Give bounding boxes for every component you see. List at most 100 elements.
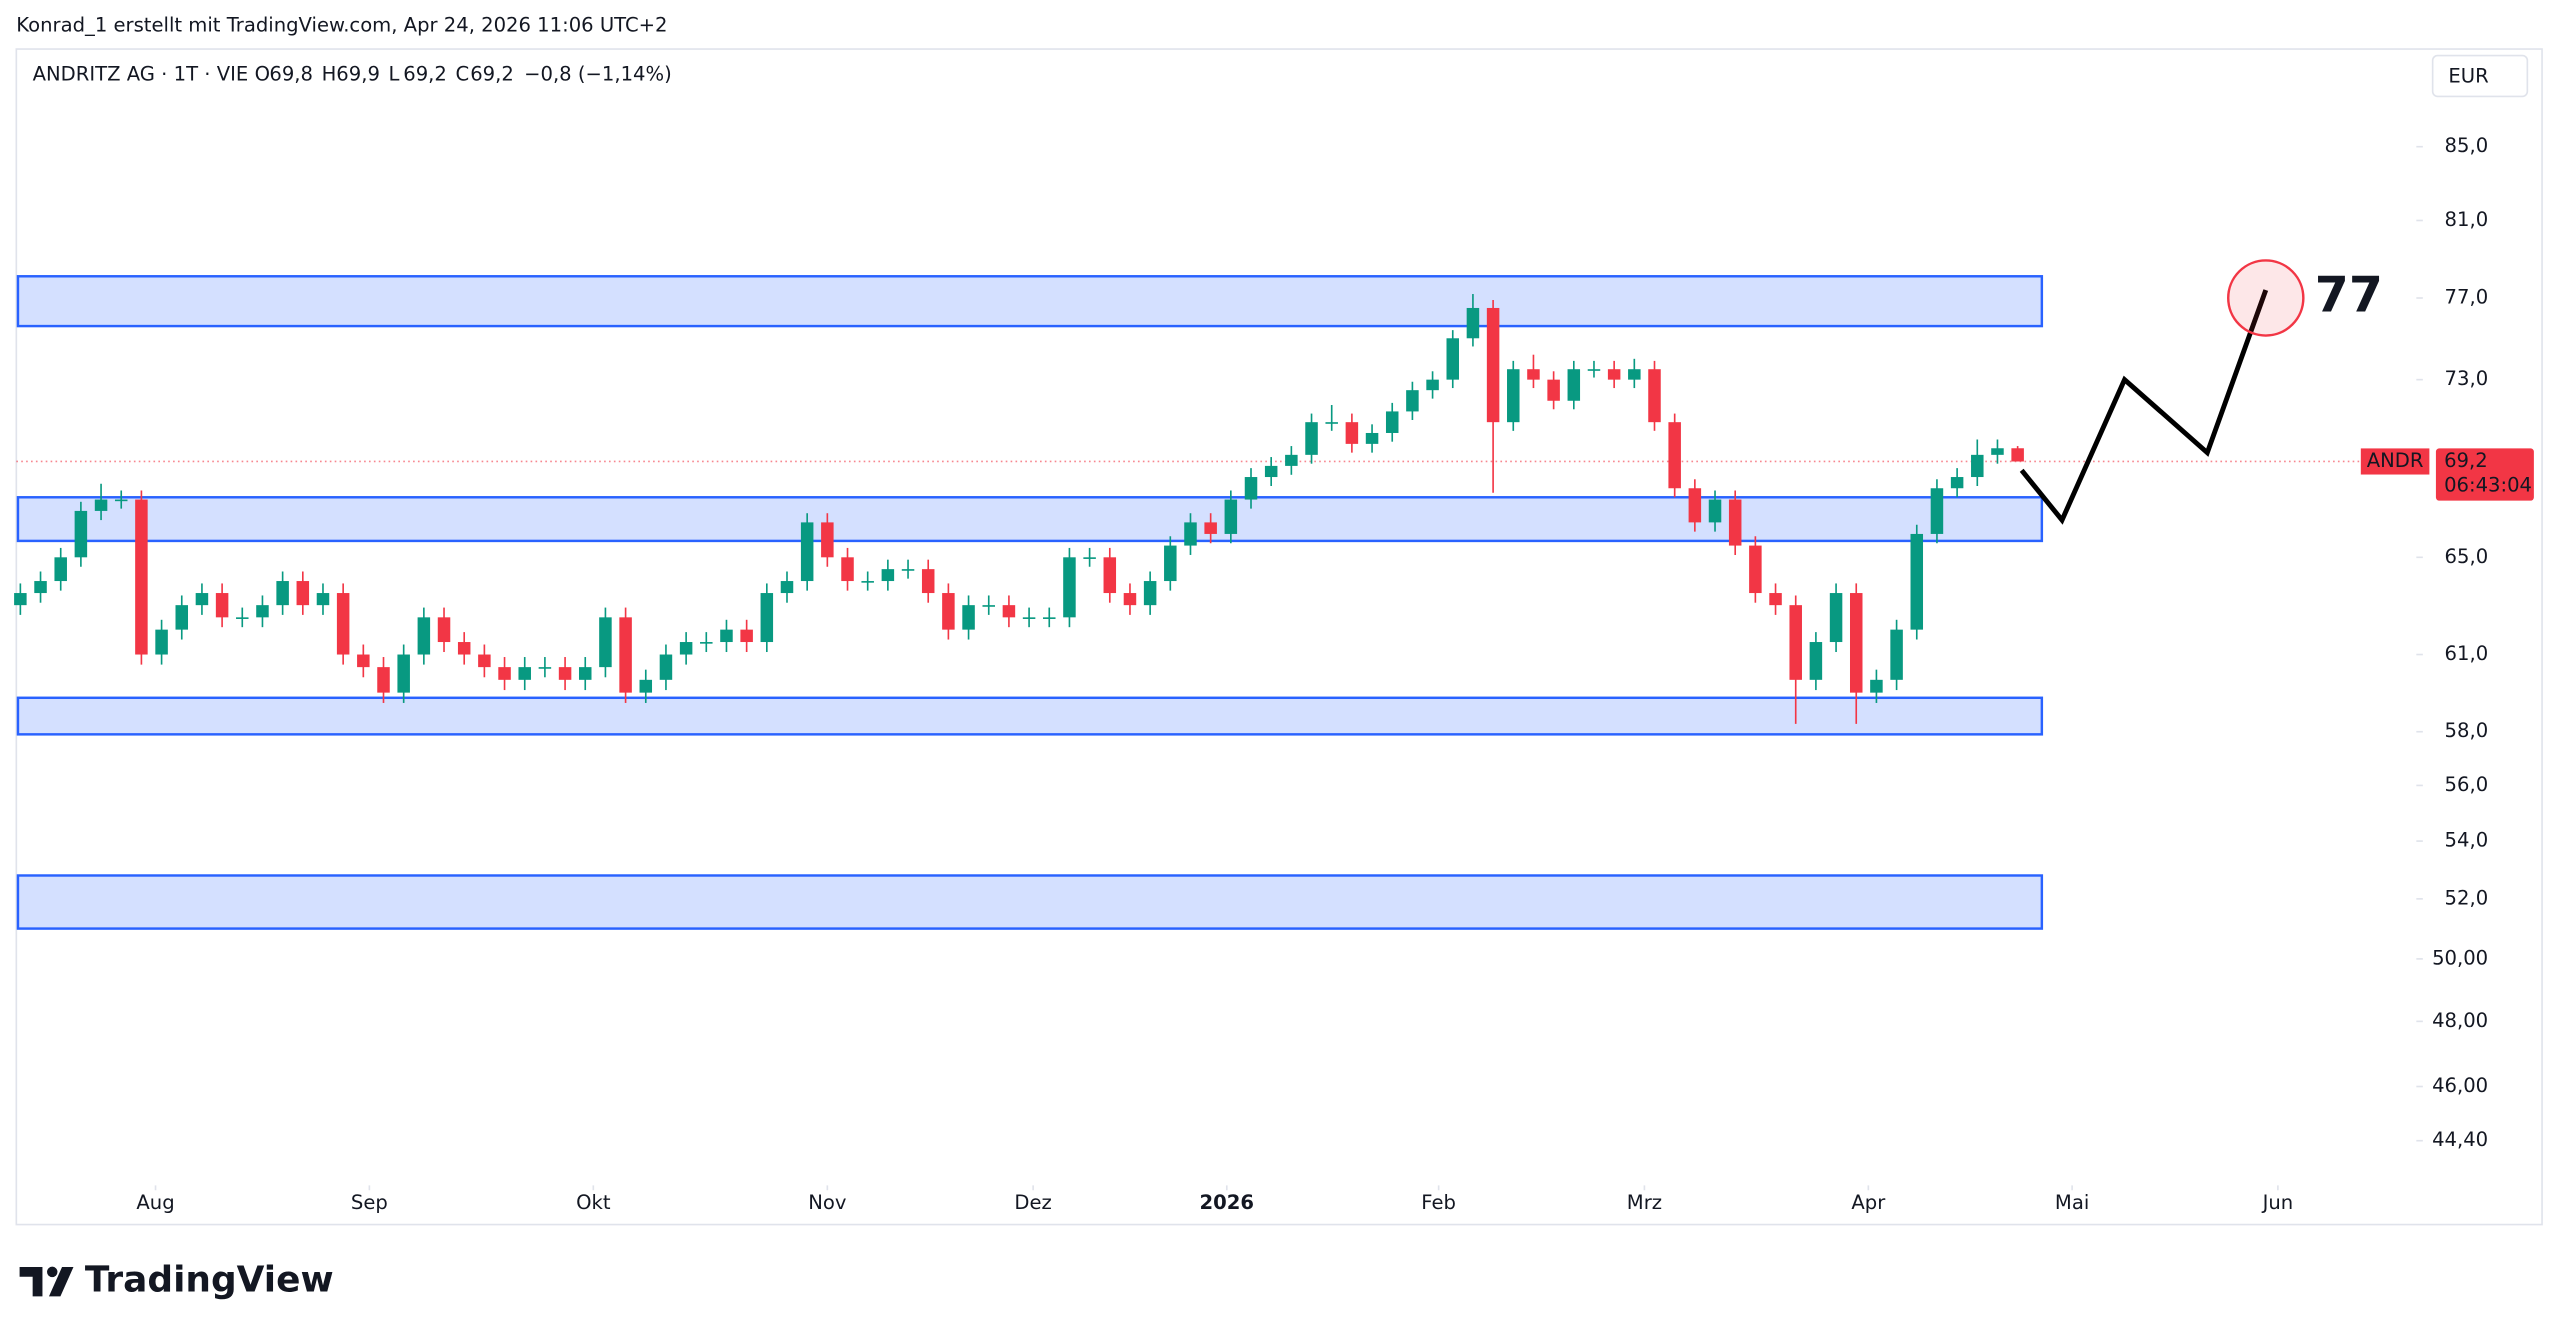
- last-price-label: 69,2: [2444, 449, 2488, 472]
- countdown: 06:43:04: [2444, 473, 2532, 496]
- candle-body: [780, 581, 794, 594]
- candle-body: [578, 667, 592, 680]
- candle-body: [296, 581, 310, 606]
- candle-body: [1184, 522, 1197, 546]
- candle-body: [881, 569, 895, 582]
- candle-body: [720, 629, 733, 643]
- candle-body: [1668, 422, 1681, 489]
- x-tick-label: Sep: [351, 1191, 388, 1214]
- candle-body: [1971, 454, 1984, 478]
- candle-body: [1305, 422, 1318, 455]
- ohlc-legend: O 69,8 H 69,9 L 69,2 C 69,2 −0,8 (−1,14%): [255, 63, 672, 86]
- x-tick-label: 2026: [1200, 1191, 1255, 1214]
- y-tick-label: 81,0: [2445, 208, 2489, 231]
- candle-body: [478, 654, 491, 668]
- candle-body: [1426, 379, 1439, 391]
- candle-body: [659, 654, 673, 680]
- candle-body: [437, 617, 451, 643]
- candle-body: [639, 679, 653, 693]
- x-tick-label: Apr: [1851, 1191, 1886, 1214]
- candle-body: [397, 654, 410, 693]
- candle-body: [1809, 642, 1823, 680]
- legend-value: 69,9: [336, 63, 380, 86]
- candle-body: [1950, 477, 1964, 489]
- candle-body: [457, 642, 471, 655]
- candle-body: [74, 510, 88, 558]
- candle-body: [1547, 379, 1560, 401]
- x-tick-label: Okt: [576, 1191, 611, 1214]
- symbol: ANDRITZ AG · 1T · VIE: [33, 63, 249, 86]
- candle-body: [1123, 593, 1137, 606]
- legend-value: 69,8: [269, 63, 313, 86]
- chart-frame: [15, 48, 2543, 1226]
- candle-body: [1466, 307, 1480, 339]
- candle-body: [599, 617, 612, 668]
- candle-body: [861, 581, 874, 583]
- projection-path: [2019, 289, 2269, 525]
- candle-body: [1164, 545, 1177, 582]
- logo-text: TradingView: [85, 1260, 334, 1301]
- candle-body: [901, 569, 915, 571]
- candle-body: [1143, 581, 1157, 606]
- candle-body: [1708, 499, 1722, 523]
- legend-change: −0,8 (−1,14%): [524, 63, 672, 86]
- candle-body: [740, 629, 753, 643]
- candle-body: [155, 629, 168, 655]
- candle-body: [1648, 369, 1661, 423]
- last-price-symbol: ANDR: [2367, 449, 2424, 472]
- candle-body: [962, 605, 975, 630]
- legend-label: H: [322, 63, 337, 86]
- y-tick-label: 54,0: [2445, 829, 2489, 852]
- candle-body: [760, 593, 774, 643]
- y-tick-label: 44,40: [2432, 1128, 2488, 1151]
- candle-body: [1930, 488, 1944, 534]
- candle-body: [558, 667, 572, 680]
- y-tick-label: 48,00: [2432, 1009, 2488, 1032]
- x-tick-label: Dez: [1014, 1191, 1051, 1214]
- candle-body: [114, 499, 128, 502]
- x-tick-label: Mai: [2055, 1191, 2089, 1214]
- candle-body: [1890, 629, 1903, 680]
- candle-body: [1829, 593, 1843, 643]
- candle-body: [1870, 679, 1883, 693]
- currency: EUR: [2448, 64, 2489, 87]
- candle-body: [700, 642, 713, 644]
- candle-body: [1083, 557, 1096, 559]
- candle-body: [417, 617, 431, 655]
- candle-body: [1264, 465, 1278, 478]
- candle-body: [357, 654, 370, 668]
- last-price-symbol-box: [2360, 448, 2430, 475]
- y-tick-label: 58,0: [2445, 719, 2489, 742]
- candle-body: [1587, 369, 1601, 371]
- zone: [16, 496, 2044, 543]
- candle-body: [2011, 448, 2024, 462]
- legend-label: C: [456, 63, 470, 86]
- candle-body: [1446, 338, 1460, 380]
- zone: [16, 874, 2044, 930]
- y-tick-label: 61,0: [2445, 642, 2489, 665]
- candle-body: [94, 499, 108, 511]
- candle-body: [1103, 557, 1117, 594]
- candle-body: [1063, 557, 1076, 618]
- y-tick-label: 46,00: [2432, 1074, 2488, 1097]
- y-tick-label: 56,0: [2445, 773, 2489, 796]
- legend-label: O: [255, 63, 270, 86]
- candle-body: [1345, 422, 1359, 444]
- candle-body: [1688, 488, 1702, 523]
- candle-body: [316, 593, 330, 606]
- candle-body: [679, 642, 693, 655]
- candle-body: [982, 605, 995, 607]
- candle-body: [1789, 605, 1802, 680]
- candle-body: [1002, 605, 1016, 618]
- candle-body: [518, 667, 531, 680]
- x-tick-label: Jun: [2261, 1191, 2294, 1214]
- candle-body: [1325, 422, 1338, 424]
- candle-body: [215, 593, 229, 618]
- candle-body: [1769, 593, 1782, 606]
- candle-body: [236, 617, 249, 619]
- last-price-box: [2435, 448, 2534, 501]
- logo-mark: [19, 1267, 74, 1297]
